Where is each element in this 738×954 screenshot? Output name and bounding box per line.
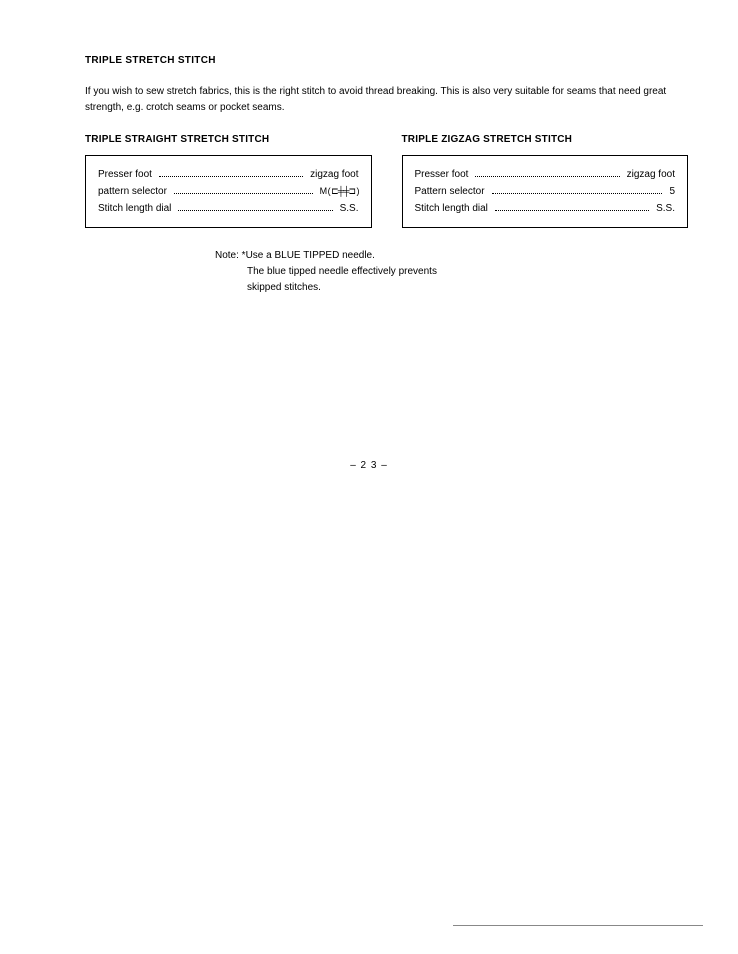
setting-row: Presser foot zigzag foot [98, 166, 359, 183]
setting-label: pattern selector [98, 183, 167, 200]
dot-leader [495, 209, 649, 211]
note-line: Note: *Use a BLUE TIPPED needle. [215, 248, 688, 264]
setting-value: zigzag foot [310, 166, 358, 183]
setting-label: Presser foot [415, 166, 469, 183]
note-line: The blue tipped needle effectively preve… [247, 264, 688, 280]
setting-value: 5 [669, 183, 675, 200]
setting-value: S.S. [656, 200, 675, 217]
setting-label: Presser foot [98, 166, 152, 183]
right-settings-box: Presser foot zigzag foot Pattern selecto… [402, 155, 689, 228]
left-settings-box: Presser foot zigzag foot pattern selecto… [85, 155, 372, 228]
setting-value: zigzag foot [627, 166, 675, 183]
dot-leader [475, 175, 619, 177]
dot-leader [178, 209, 332, 211]
setting-label: Pattern selector [415, 183, 485, 200]
setting-row: Stitch length dial S.S. [98, 200, 359, 217]
setting-row: Pattern selector 5 [415, 183, 676, 200]
setting-value: M ( ⊏╪╪⊐ ) [320, 184, 359, 199]
footer-rule [453, 925, 703, 926]
page-number: – 2 3 – [0, 460, 738, 471]
dot-leader [174, 192, 313, 194]
setting-value: S.S. [340, 200, 359, 217]
setting-row: Stitch length dial S.S. [415, 200, 676, 217]
main-heading: TRIPLE STRETCH STITCH [85, 55, 688, 66]
right-sub-heading: TRIPLE ZIGZAG STRETCH STITCH [402, 134, 689, 145]
intro-text: If you wish to sew stretch fabrics, this… [85, 84, 688, 116]
right-column: TRIPLE ZIGZAG STRETCH STITCH Presser foo… [402, 134, 689, 228]
left-sub-heading: TRIPLE STRAIGHT STRETCH STITCH [85, 134, 372, 145]
setting-row: pattern selector M ( ⊏╪╪⊐ ) [98, 183, 359, 200]
dot-leader [492, 192, 663, 194]
setting-row: Presser foot zigzag foot [415, 166, 676, 183]
note-block: Note: *Use a BLUE TIPPED needle. The blu… [215, 248, 688, 296]
dot-leader [159, 175, 303, 177]
setting-label: Stitch length dial [98, 200, 171, 217]
left-column: TRIPLE STRAIGHT STRETCH STITCH Presser f… [85, 134, 372, 228]
note-line: skipped stitches. [247, 280, 688, 296]
setting-label: Stitch length dial [415, 200, 488, 217]
